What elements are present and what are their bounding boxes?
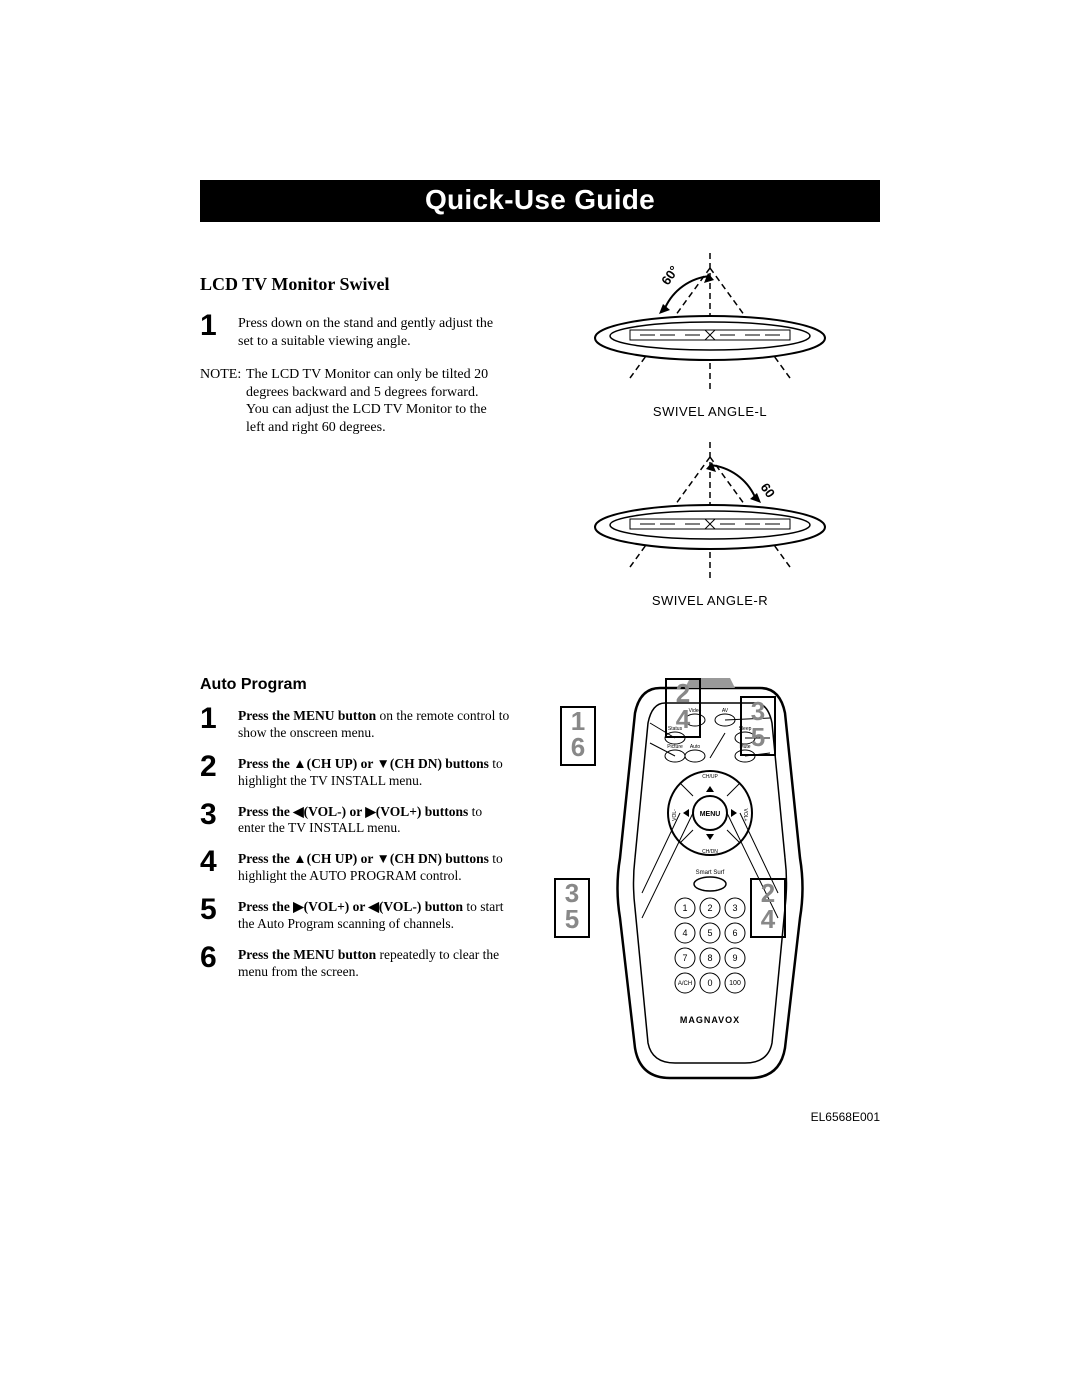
auto-step: 3 Press the ◀(VOL-) or ▶(VOL+) buttons t… bbox=[200, 800, 510, 838]
swivel-note: NOTE:The LCD TV Monitor can only be tilt… bbox=[200, 366, 510, 436]
auto-step: 2 Press the ▲(CH UP) or ▼(CH DN) buttons… bbox=[200, 752, 510, 790]
note-text: The LCD TV Monitor can only be tilted 20… bbox=[246, 366, 504, 436]
svg-text:Smart Surf: Smart Surf bbox=[696, 870, 725, 876]
svg-text:9: 9 bbox=[732, 953, 737, 963]
callout-box-mid-left: 3 5 bbox=[554, 878, 590, 938]
svg-text:60: 60 bbox=[758, 480, 779, 500]
svg-text:5: 5 bbox=[707, 928, 712, 938]
auto-program-heading: Auto Program bbox=[200, 676, 510, 694]
swivel-diagram-left: 60° bbox=[540, 248, 880, 398]
right-column: 60° SWIVEL ANGLE-L bbox=[540, 248, 880, 1124]
svg-text:4: 4 bbox=[682, 928, 687, 938]
step-text: Press the ▲(CH UP) or ▼(CH DN) buttons t… bbox=[238, 752, 510, 790]
callout-box-top-center: 2 4 bbox=[665, 678, 701, 738]
auto-step: 6 Press the MENU button repeatedly to cl… bbox=[200, 943, 510, 981]
step-text: Press the ▲(CH UP) or ▼(CH DN) buttons t… bbox=[238, 847, 510, 885]
svg-text:MAGNAVOX: MAGNAVOX bbox=[680, 1015, 740, 1025]
remote-diagram: Video AV Status Sleep Picture Mute Auto … bbox=[540, 678, 880, 1088]
step-number: 1 bbox=[200, 311, 226, 341]
page-title: Quick-Use Guide bbox=[200, 180, 880, 222]
callout-number: 3 bbox=[556, 880, 588, 906]
step-text: Press the MENU button on the remote cont… bbox=[238, 704, 510, 742]
callout-number: 5 bbox=[556, 906, 588, 932]
callout-number: 4 bbox=[667, 706, 699, 732]
step-number: 1 bbox=[200, 704, 226, 734]
svg-text:100: 100 bbox=[729, 980, 741, 987]
swivel-caption-left: SWIVEL ANGLE-L bbox=[540, 404, 880, 419]
svg-text:3: 3 bbox=[732, 903, 737, 913]
auto-step: 4 Press the ▲(CH UP) or ▼(CH DN) buttons… bbox=[200, 847, 510, 885]
svg-text:8: 8 bbox=[707, 953, 712, 963]
callout-box-mid-right: 2 4 bbox=[750, 878, 786, 938]
step-number: 5 bbox=[200, 895, 226, 925]
step-text: Press the MENU button repeatedly to clea… bbox=[238, 943, 510, 981]
svg-text:0: 0 bbox=[707, 978, 712, 988]
callout-number: 3 bbox=[742, 698, 774, 724]
callout-number: 4 bbox=[752, 906, 784, 932]
callout-number: 2 bbox=[667, 680, 699, 706]
swivel-caption-right: SWIVEL ANGLE-R bbox=[540, 593, 880, 608]
step-number: 4 bbox=[200, 847, 226, 877]
svg-text:A/CH: A/CH bbox=[678, 981, 692, 987]
note-label: NOTE: bbox=[200, 366, 246, 384]
document-code: EL6568E001 bbox=[540, 1110, 880, 1124]
callout-box-top-right: 3 5 bbox=[740, 696, 776, 756]
left-column: LCD TV Monitor Swivel 1 Press down on th… bbox=[200, 248, 510, 1124]
step-text: Press the ◀(VOL-) or ▶(VOL+) buttons to … bbox=[238, 800, 510, 838]
callout-number: 6 bbox=[562, 734, 594, 760]
swivel-heading: LCD TV Monitor Swivel bbox=[200, 274, 510, 295]
svg-text:Auto: Auto bbox=[690, 744, 701, 750]
step-text: Press down on the stand and gently adjus… bbox=[238, 311, 510, 350]
svg-text:60°: 60° bbox=[658, 263, 682, 288]
svg-text:2: 2 bbox=[707, 903, 712, 913]
step-number: 3 bbox=[200, 800, 226, 830]
svg-text:1: 1 bbox=[682, 903, 687, 913]
svg-text:AV: AV bbox=[722, 708, 729, 714]
step-number: 2 bbox=[200, 752, 226, 782]
step-number: 6 bbox=[200, 943, 226, 973]
callout-number: 2 bbox=[752, 880, 784, 906]
svg-text:6: 6 bbox=[732, 928, 737, 938]
step-text: Press the ▶(VOL+) or ◀(VOL-) button to s… bbox=[238, 895, 510, 933]
auto-program-steps: 1 Press the MENU button on the remote co… bbox=[200, 704, 510, 981]
callout-box-top-left: 1 6 bbox=[560, 706, 596, 766]
svg-text:CH/DN: CH/DN bbox=[702, 849, 718, 855]
callout-number: 5 bbox=[742, 724, 774, 750]
svg-text:Picture: Picture bbox=[667, 744, 683, 750]
svg-text:7: 7 bbox=[682, 953, 687, 963]
svg-text:MENU: MENU bbox=[700, 811, 721, 818]
auto-step: 5 Press the ▶(VOL+) or ◀(VOL-) button to… bbox=[200, 895, 510, 933]
svg-text:CH/UP: CH/UP bbox=[702, 774, 718, 780]
swivel-diagram-right: 60 bbox=[540, 437, 880, 587]
callout-number: 1 bbox=[562, 708, 594, 734]
swivel-step-1: 1 Press down on the stand and gently adj… bbox=[200, 311, 510, 350]
auto-step: 1 Press the MENU button on the remote co… bbox=[200, 704, 510, 742]
